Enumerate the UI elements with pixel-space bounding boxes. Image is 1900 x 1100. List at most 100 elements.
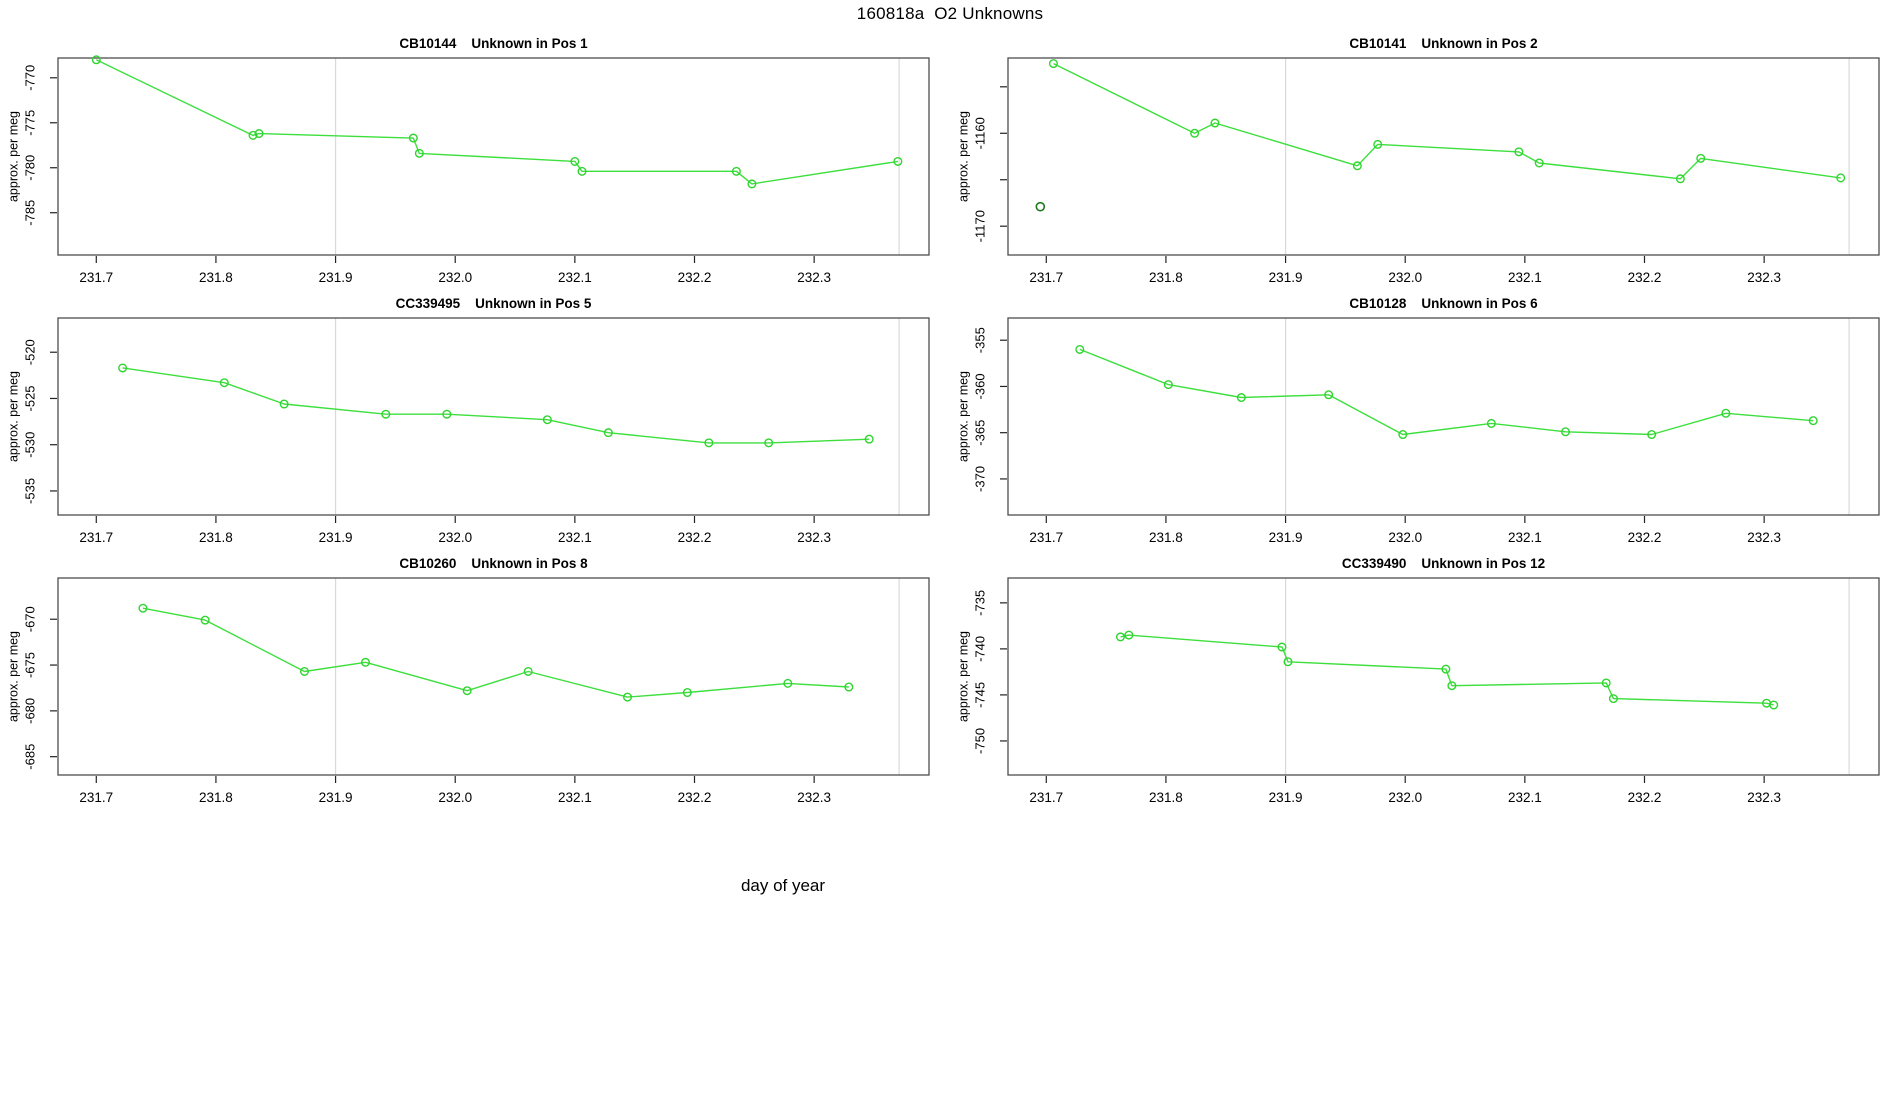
- y-tick-label: -1170: [973, 210, 988, 242]
- panel-title: CB10144 Unknown in Pos 1: [399, 36, 588, 51]
- x-tick-label: 232.1: [558, 790, 592, 805]
- y-tick-label: -520: [23, 339, 38, 365]
- data-point: [1441, 664, 1451, 674]
- y-axis-label: approx. per meg: [956, 111, 970, 202]
- x-tick-label: 232.2: [1628, 270, 1662, 285]
- data-point: [764, 438, 774, 448]
- x-tick-label: 231.9: [319, 790, 353, 805]
- data-line: [142, 607, 849, 698]
- x-tick-label: 231.7: [1029, 270, 1063, 285]
- x-tick-label: 231.8: [199, 530, 233, 545]
- x-tick-label: 231.7: [1029, 790, 1063, 805]
- data-line: [1079, 348, 1814, 436]
- y-tick-label: -535: [23, 478, 38, 504]
- data-point: [219, 378, 229, 388]
- x-tick-label: 232.3: [1747, 270, 1781, 285]
- data-point: [1486, 418, 1496, 428]
- x-tick-label: 232.2: [1628, 530, 1662, 545]
- data-point: [844, 682, 854, 692]
- data-point: [138, 603, 148, 613]
- subplot-pos6: 231.7 231.8 231.9 232.0 232.1 232.2 232.3 -370 -…: [950, 290, 1900, 555]
- plot-box: [1007, 57, 1880, 256]
- plot-box: [57, 57, 930, 256]
- data-point: [682, 688, 692, 698]
- x-tick-label: 231.9: [1269, 270, 1303, 285]
- y-tick-label: -370: [973, 466, 988, 492]
- x-tick-label: 231.8: [199, 270, 233, 285]
- data-point: [603, 428, 613, 438]
- x-tick-label: 232.1: [558, 530, 592, 545]
- data-point: [1124, 630, 1134, 640]
- x-tick-label: 231.8: [1149, 270, 1183, 285]
- data-point: [623, 692, 633, 702]
- data-point: [747, 179, 757, 189]
- data-point: [200, 615, 210, 625]
- data-point: [299, 666, 309, 676]
- x-tick-label: 232.3: [797, 530, 831, 545]
- panel-title: CB10141 Unknown in Pos 2: [1349, 36, 1537, 51]
- x-tick-label: 232.2: [1628, 790, 1662, 805]
- x-tick-label: 232.1: [1508, 790, 1542, 805]
- plot-box: [1007, 577, 1880, 776]
- x-tick-label: 232.1: [558, 270, 592, 285]
- subplot-pos12: 231.7 231.8 231.9 232.0 232.1 232.2 232.3 -750 -…: [950, 550, 1900, 815]
- x-tick-label: 231.8: [199, 790, 233, 805]
- plot-canvas-pos12: 231.7 231.8 231.9 232.0 232.1 232.2 232.3 -750 -…: [956, 556, 1880, 805]
- data-point: [1115, 632, 1125, 642]
- data-point: [731, 166, 741, 176]
- data-point: [1373, 139, 1383, 149]
- data-point: [91, 55, 101, 65]
- data-point: [893, 156, 903, 166]
- data-point: [1836, 173, 1846, 183]
- y-tick-label: -780: [23, 155, 38, 181]
- subplot-pos1: 231.7 231.8 231.9 232.0 232.1 232.2 232.3 -785 -…: [0, 30, 950, 295]
- figure-title: 160818a O2 Unknowns: [856, 4, 1044, 23]
- x-tick-label: 231.7: [79, 270, 113, 285]
- data-point: [1675, 174, 1685, 184]
- x-tick-label: 231.7: [79, 530, 113, 545]
- x-tick-label: 232.2: [678, 790, 712, 805]
- data-point: [1075, 344, 1085, 354]
- data-point: [381, 409, 391, 419]
- data-point: [1447, 681, 1457, 691]
- data-point: [1808, 416, 1818, 426]
- data-point: [442, 409, 452, 419]
- x-tick-label: 231.7: [1029, 530, 1063, 545]
- plot-canvas-pos5: 231.7 231.8 231.9 232.0 232.1 232.2 232.3 -535 -…: [6, 296, 930, 545]
- x-axis-shared-label: day of year: [740, 876, 826, 895]
- x-tick-label: 231.8: [1149, 790, 1183, 805]
- data-point: [462, 686, 472, 696]
- x-tick-label: 232.0: [438, 270, 472, 285]
- data-point: [1277, 642, 1287, 652]
- data-point: [118, 363, 128, 373]
- data-point: [704, 438, 714, 448]
- y-tick-label: -775: [23, 110, 38, 136]
- plot-canvas-pos2: 231.7 231.8 231.9 232.0 232.1 232.2 232.3 -1170…: [956, 36, 1880, 285]
- data-point: [1398, 430, 1408, 440]
- data-point: [414, 148, 424, 158]
- data-point: [254, 129, 264, 139]
- x-tick-label: 232.3: [1747, 790, 1781, 805]
- x-tick-label: 232.1: [1508, 270, 1542, 285]
- x-tick-label: 231.7: [79, 790, 113, 805]
- data-point: [1352, 161, 1362, 171]
- data-point: [248, 130, 258, 140]
- data-point: [577, 166, 587, 176]
- plot-box: [57, 577, 930, 776]
- data-point: [570, 156, 580, 166]
- subplot-pos2: 231.7 231.8 231.9 232.0 232.1 232.2 232.3 -1170…: [950, 30, 1900, 295]
- y-tick-label: -1160: [973, 117, 988, 149]
- data-point: [1283, 657, 1293, 667]
- subplot-pos8: 231.7 231.8 231.9 232.0 232.1 232.2 232.3 -685 -…: [0, 550, 950, 815]
- y-tick-label: -685: [23, 744, 38, 770]
- x-tick-label: 232.3: [1747, 530, 1781, 545]
- data-point: [864, 434, 874, 444]
- y-axis-label: approx. per meg: [956, 371, 970, 462]
- panel-title: CC339495 Unknown in Pos 5: [396, 296, 592, 311]
- x-tick-label: 231.8: [1149, 530, 1183, 545]
- data-point: [1561, 427, 1571, 437]
- y-tick-label: -365: [973, 420, 988, 446]
- y-tick-label: -785: [23, 200, 38, 226]
- y-tick-label: -680: [23, 698, 38, 724]
